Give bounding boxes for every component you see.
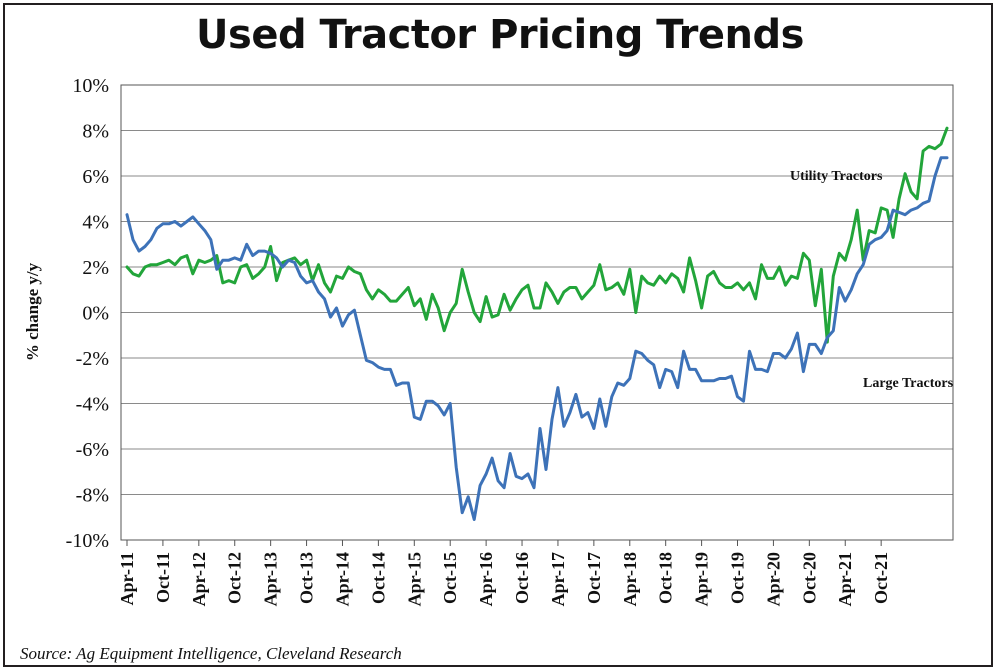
y-tick-label: -2% xyxy=(76,348,109,370)
x-tick-label: Apr-21 xyxy=(835,552,855,606)
y-tick-label: -10% xyxy=(66,530,109,552)
y-tick-label: 0% xyxy=(82,303,109,325)
series-line-large-tractors xyxy=(125,156,949,521)
x-tick-label: Oct-11 xyxy=(153,552,173,603)
plot-area xyxy=(120,84,954,541)
series-lines xyxy=(125,126,949,521)
source-note: Source: Ag Equipment Intelligence, Cleve… xyxy=(20,644,402,663)
x-tick-label: Apr-20 xyxy=(763,552,783,606)
x-tick-label: Oct-15 xyxy=(440,552,460,604)
y-tick-label: 2% xyxy=(82,257,109,279)
y-axis-label: % change y/y xyxy=(23,262,42,361)
x-tick-label: Apr-13 xyxy=(261,552,281,606)
x-tick-label: Oct-18 xyxy=(656,552,676,604)
x-tick-label: Apr-18 xyxy=(620,552,640,606)
x-tick-label: Oct-17 xyxy=(584,552,604,604)
x-tick-label: Oct-12 xyxy=(225,552,245,604)
x-tick-label: Oct-14 xyxy=(368,552,388,604)
y-tick-label: -4% xyxy=(76,394,109,416)
series-line-utility-tractors xyxy=(125,126,949,344)
x-tick-label: Oct-21 xyxy=(871,552,891,604)
plot-border xyxy=(120,84,954,541)
x-tick-label: Apr-16 xyxy=(476,552,496,606)
x-tick-label: Apr-14 xyxy=(332,552,352,606)
y-tick-label: 8% xyxy=(82,121,109,143)
series-label-large: Large Tractors xyxy=(863,376,954,391)
x-tick-label: Apr-12 xyxy=(189,552,209,606)
x-tick-label: Oct-20 xyxy=(799,552,819,604)
x-tick-label: Apr-15 xyxy=(404,552,424,606)
y-tick-label: -6% xyxy=(76,439,109,461)
y-tick-label: 4% xyxy=(82,212,109,234)
series-label-utility: Utility Tractors xyxy=(790,169,883,184)
x-axis: Apr-11 Oct-11 Apr-12 Oct-12 Apr-13 Oct-13 Apr-… xyxy=(117,540,891,606)
x-tick-label: Apr-11 xyxy=(117,552,137,605)
x-tick-label: Apr-17 xyxy=(548,552,568,606)
y-tick-label: 6% xyxy=(82,166,109,188)
x-tick-label: Oct-13 xyxy=(297,552,317,604)
y-tick-label: -8% xyxy=(76,485,109,507)
x-tick-label: Apr-19 xyxy=(692,552,712,606)
x-tick-label: Oct-19 xyxy=(728,552,748,604)
x-tick-label: Oct-16 xyxy=(512,552,532,604)
y-axis: 10% 8% 6% 4% 2% 0% -2% -4% -6% -8% -10% xyxy=(66,75,109,552)
chart-title: Used Tractor Pricing Trends xyxy=(196,12,804,58)
y-tick-label: 10% xyxy=(72,75,109,97)
